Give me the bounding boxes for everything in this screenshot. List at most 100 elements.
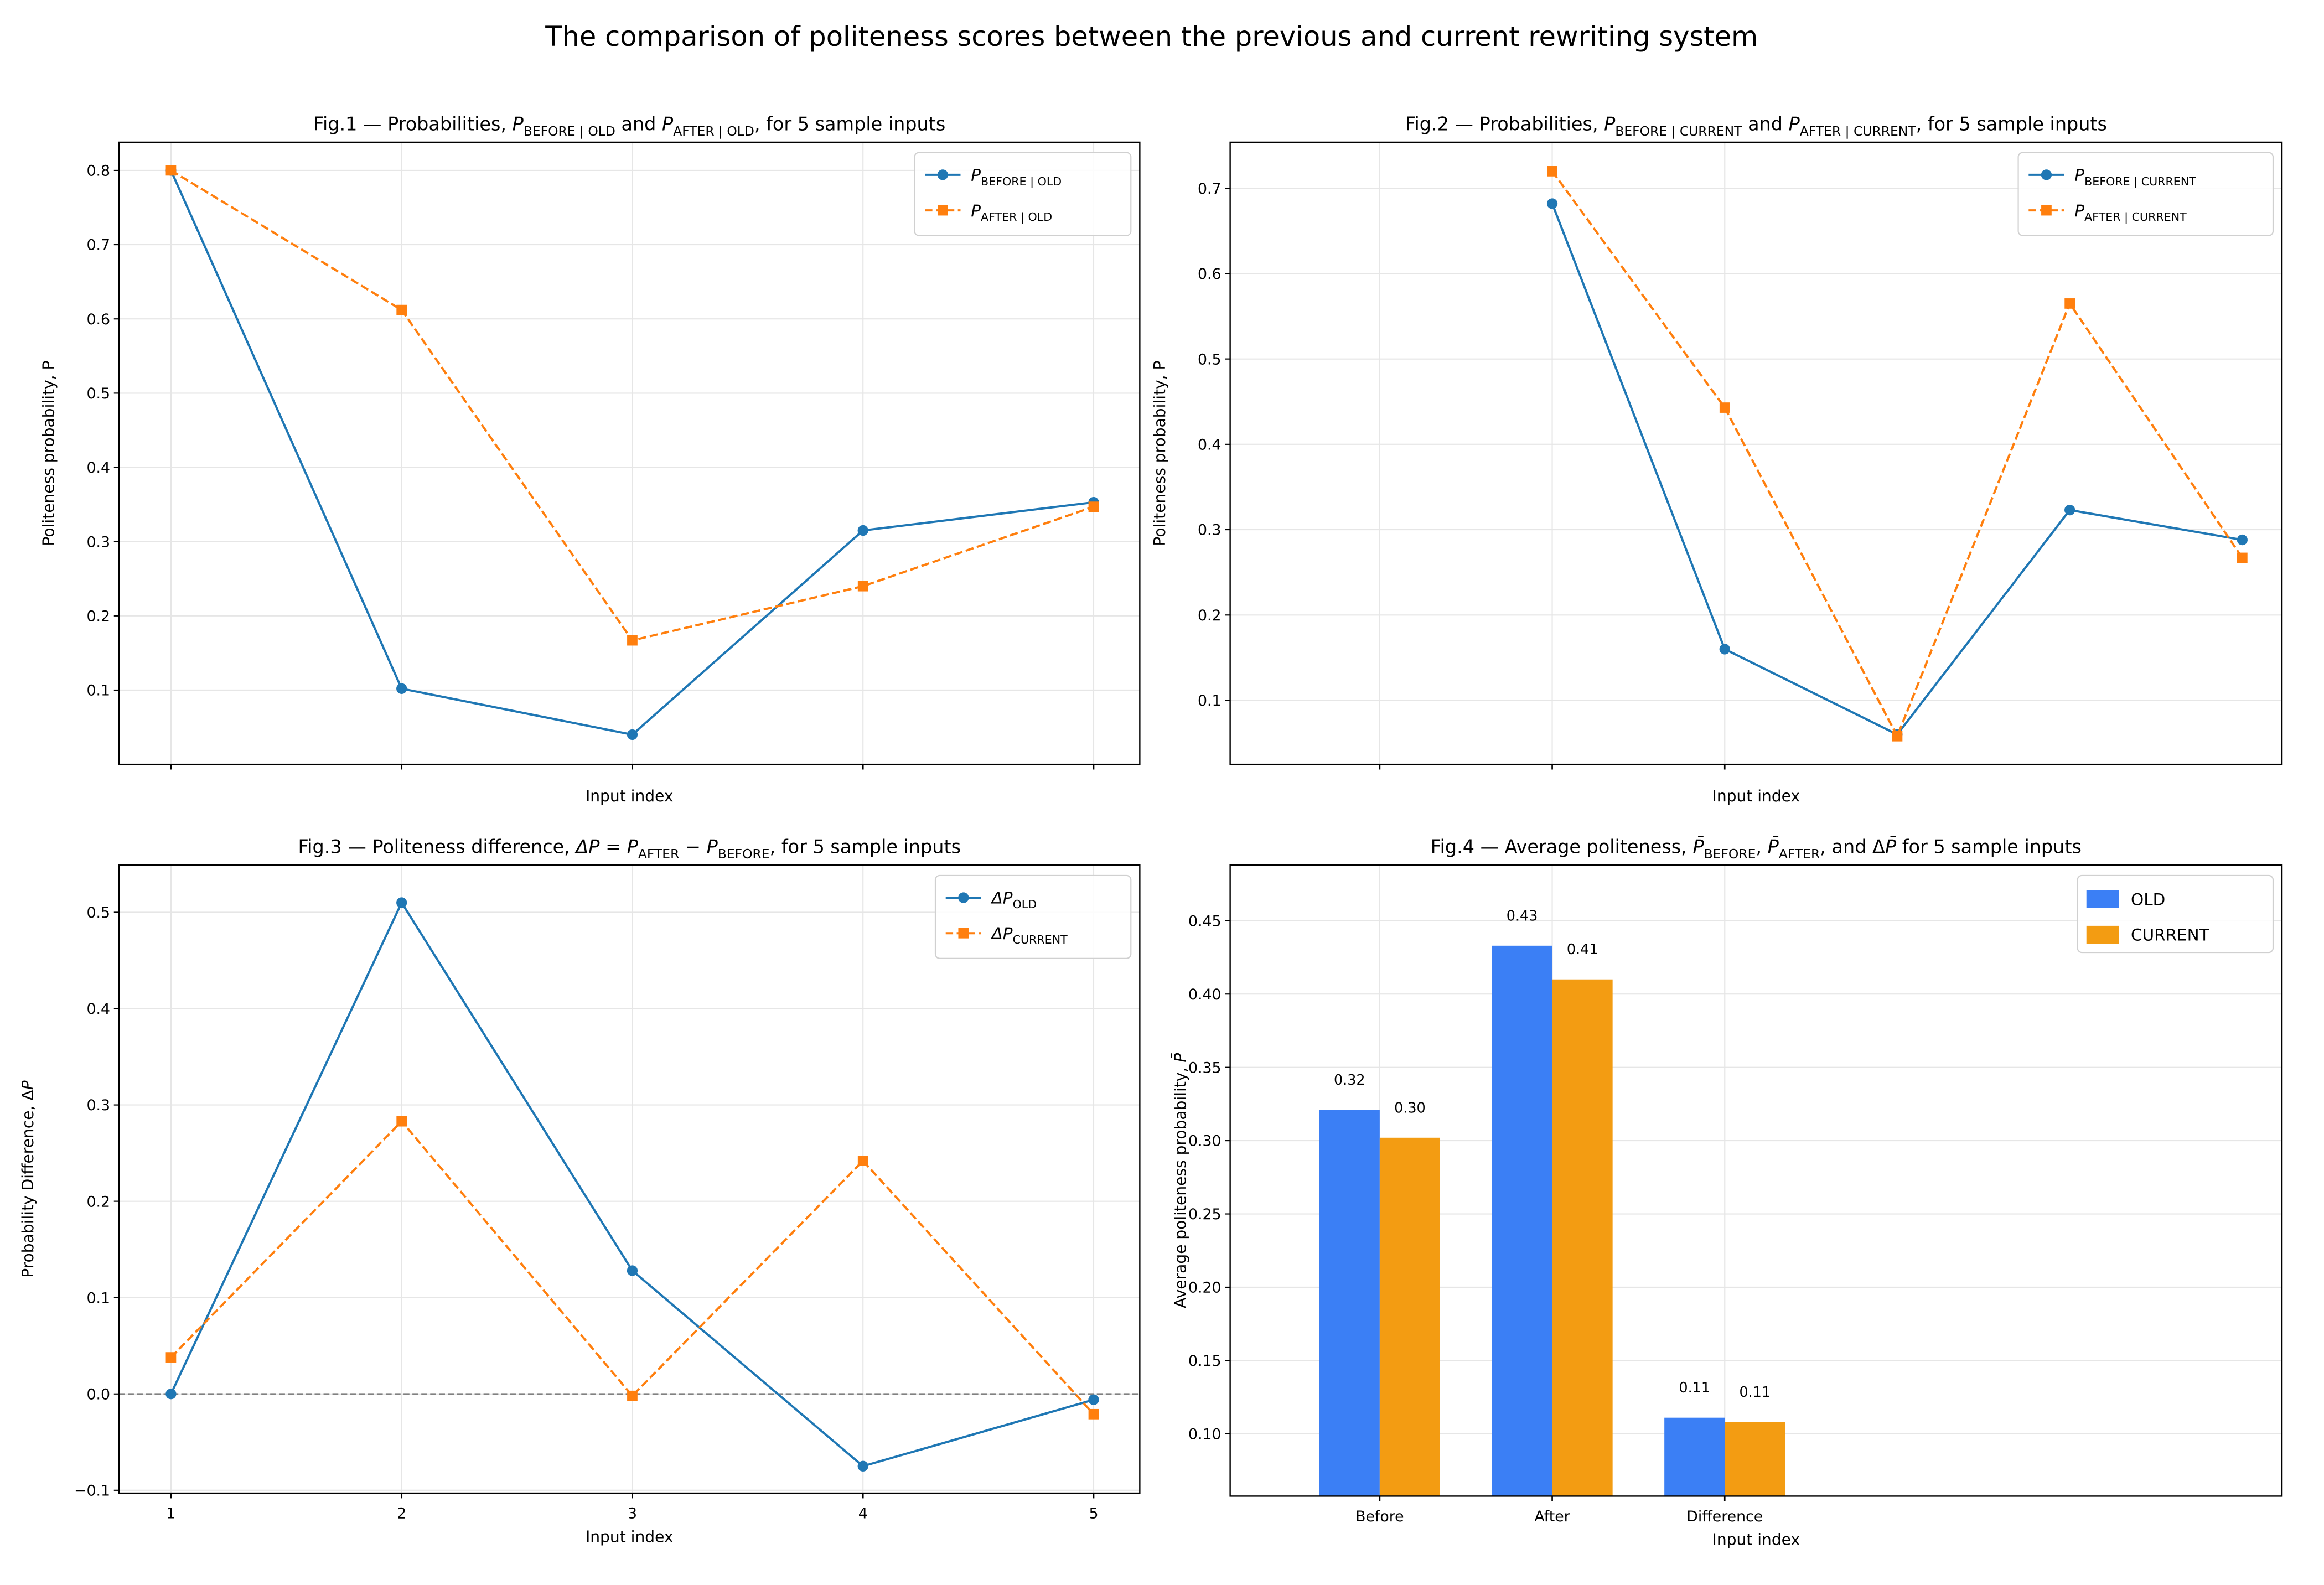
y-axis-label: Politeness probability, P [1151,361,1169,546]
x-tick-label: 3 [628,1505,637,1522]
chart-title-part: P [662,113,674,135]
chart-title-part: Fig.4 — Average politeness, [1431,836,1693,858]
chart-title-part: , for 5 sample inputs [754,113,945,135]
data-point-square [1088,501,1099,512]
y-tick-label: 0.5 [1198,351,1221,368]
bar-old [1319,1110,1380,1496]
data-point-square [857,581,868,592]
bar-current [1379,1137,1440,1496]
chart-title-part: P̄ [1692,836,1704,858]
data-point-circle [627,729,638,740]
legend-marker-square [2041,205,2052,216]
y-tick-label: 0.2 [87,608,111,625]
series-line-1 [1551,170,2244,739]
legend-label: ΔPCURRENT [991,924,1068,946]
chart-title-part: P [1789,113,1800,135]
data-point-circle [627,1265,638,1276]
legend-label: ΔPOLD [991,889,1037,911]
y-tick-label: 0.3 [87,1097,111,1114]
y-tick-label: 0.20 [1188,1280,1221,1297]
legend-label: PAFTER | OLD [971,201,1052,224]
chart-title-part: P [707,836,718,858]
y-tick-label: 0.0 [87,1386,111,1403]
data-point-circle [1546,198,1558,209]
bar-old [1664,1417,1725,1496]
data-point-circle [1719,644,1730,655]
legend-label: OLD [2131,890,2165,909]
legend: OLD CURRENT [2077,874,2274,954]
chart-title-part: , [1756,836,1767,858]
chart-title-part: BEFORE [718,846,770,862]
chart-title-part: BEFORE | OLD [524,123,615,139]
y-tick-label: 0.3 [1198,522,1221,539]
legend-label-part: AFTER | CURRENT [2084,210,2187,224]
x-axis-label: Input index [1712,1531,1800,1549]
legend-label-part: P [2074,166,2084,185]
y-tick-label: 0.25 [1188,1206,1221,1223]
bar-value-label: 0.32 [1334,1071,1365,1088]
y-tick-label: 0.1 [1198,692,1221,709]
chart-title-part: − [679,836,706,858]
suptitle: The comparison of politeness scores betw… [545,20,1758,53]
x-tick-label: 4 [858,1505,868,1522]
chart-title-part: P̄ [1885,836,1897,858]
data-point-square [165,165,177,176]
data-point-circle [165,1389,177,1400]
data-point-circle [857,1460,868,1472]
y-tick-label: 0.15 [1188,1353,1221,1370]
x-axis-label-part: Input index [586,787,674,805]
series-line-0 [1551,203,2243,736]
y-axis-label: Politeness probability, P [39,361,58,546]
data-point-circle [1088,1394,1099,1405]
y-axis-label-part: Politeness probability, P [1151,361,1169,546]
chart-title-part: , for 5 sample inputs [1916,113,2107,135]
y-tick-label: 0.7 [1198,180,1221,198]
chart-title-part: BEFORE [1704,846,1756,862]
y-tick-label: 0.30 [1188,1133,1221,1150]
legend-label-part: AFTER | OLD [981,210,1052,224]
data-point-square [857,1156,868,1166]
legend-label-part: ΔP [991,924,1013,943]
data-point-square [1719,402,1730,413]
chart-title-part: P [513,113,524,135]
y-axis-label: Average politeness probability, P̄ [1171,1053,1189,1308]
legend-marker-circle [2041,169,2052,180]
data-point-square [627,635,638,646]
data-point-square [2064,298,2075,309]
chart-title-part: P̄ [1768,836,1779,858]
y-tick-label: 0.3 [87,533,111,551]
fig2-axes: 0.1 0.2 0.3 0.4 0.5 0.6 0.7 Fig.2 — Probabiliti… [1151,113,2283,805]
bar-current [1552,979,1613,1496]
chart-title-part: AFTER [638,846,679,862]
axes-frame [1229,864,2283,1497]
x-tick-label: 1 [166,1505,175,1522]
y-tick-label: 0.8 [87,163,111,180]
x-tick-label: 5 [1089,1505,1098,1522]
data-point-circle [396,897,407,908]
legend: ΔPOLD ΔPCURRENT [934,874,1132,959]
chart-title: Fig.1 — Probabilities, PBEFORE | OLD and… [313,113,945,139]
bar-value-label: 0.43 [1507,907,1538,924]
y-tick-label: 0.1 [87,1289,111,1307]
data-point-square [1547,166,1557,177]
data-point-square [627,1390,638,1401]
x-tick-label: Difference [1686,1508,1763,1525]
y-axis-label: Probability Difference, ΔP [19,1080,37,1277]
legend-label: CURRENT [2131,926,2210,945]
chart-title-part: for 5 sample inputs [1896,836,2082,858]
y-tick-label: 0.5 [87,385,111,402]
y-tick-label: 0.2 [87,1193,111,1210]
chart-title-part: AFTER | OLD [673,123,754,139]
chart-title-part: and [615,113,662,135]
chart-title: Fig.2 — Probabilities, PBEFORE | CURRENT… [1405,113,2107,139]
bar-value-label: 0.11 [1679,1379,1710,1396]
data-point-square [2237,552,2248,563]
x-axis-label: Input index [586,787,674,805]
chart-title-part: AFTER [1779,846,1820,862]
chart-title-part: , for 5 sample inputs [770,836,961,858]
y-tick-label: 0.40 [1188,986,1221,1003]
legend-label: PBEFORE | CURRENT [2074,166,2196,189]
